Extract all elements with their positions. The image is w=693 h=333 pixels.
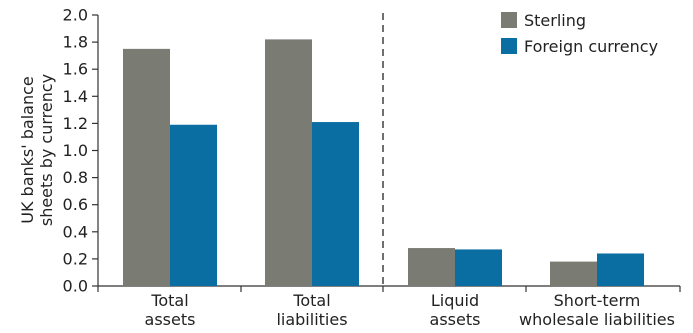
y-tick-label: 1.4 xyxy=(63,87,88,106)
y-tick-label: 0.0 xyxy=(63,277,88,296)
x-category-label: Short-term xyxy=(554,291,641,310)
x-category-label: Total xyxy=(292,291,330,310)
y-tick-label: 1.0 xyxy=(63,141,88,160)
y-tick-label: 0.2 xyxy=(63,249,88,268)
bars-layer xyxy=(123,39,644,286)
legend-swatch xyxy=(501,12,517,28)
y-tick-label: 0.4 xyxy=(63,222,88,241)
y-tick-label: 1.6 xyxy=(63,60,88,79)
bar-foreign-currency xyxy=(170,124,217,286)
x-category-label: liabilities xyxy=(276,310,347,329)
x-category-label: assets xyxy=(430,310,481,329)
legend: Sterling Foreign currency xyxy=(501,11,658,56)
bar-sterling xyxy=(550,261,597,286)
bar-foreign-currency xyxy=(455,249,502,286)
y-axis-title: sheets by currency xyxy=(37,74,56,226)
y-tick-label: 1.8 xyxy=(63,33,88,52)
y-tick-label: 0.8 xyxy=(63,168,88,187)
bar-sterling xyxy=(123,48,170,286)
legend-label: Sterling xyxy=(524,11,586,30)
x-category-label: Liquid xyxy=(431,291,479,310)
x-category-label: assets xyxy=(145,310,196,329)
labels-layer: 0.00.20.40.60.81.01.21.41.61.82.0Totalas… xyxy=(18,6,675,330)
bar-foreign-currency xyxy=(597,253,644,286)
legend-swatch xyxy=(501,38,517,54)
bar-sterling xyxy=(265,39,312,286)
x-category-label: wholesale liabilities xyxy=(519,310,675,329)
x-category-label: Total xyxy=(150,291,188,310)
y-axis-title: UK banks' balance xyxy=(18,76,37,223)
bar-sterling xyxy=(408,248,455,286)
bar-foreign-currency xyxy=(312,122,359,286)
y-tick-label: 0.6 xyxy=(63,195,88,214)
y-tick-label: 2.0 xyxy=(63,6,88,25)
legend-label: Foreign currency xyxy=(524,37,658,56)
y-tick-label: 1.2 xyxy=(63,114,88,133)
